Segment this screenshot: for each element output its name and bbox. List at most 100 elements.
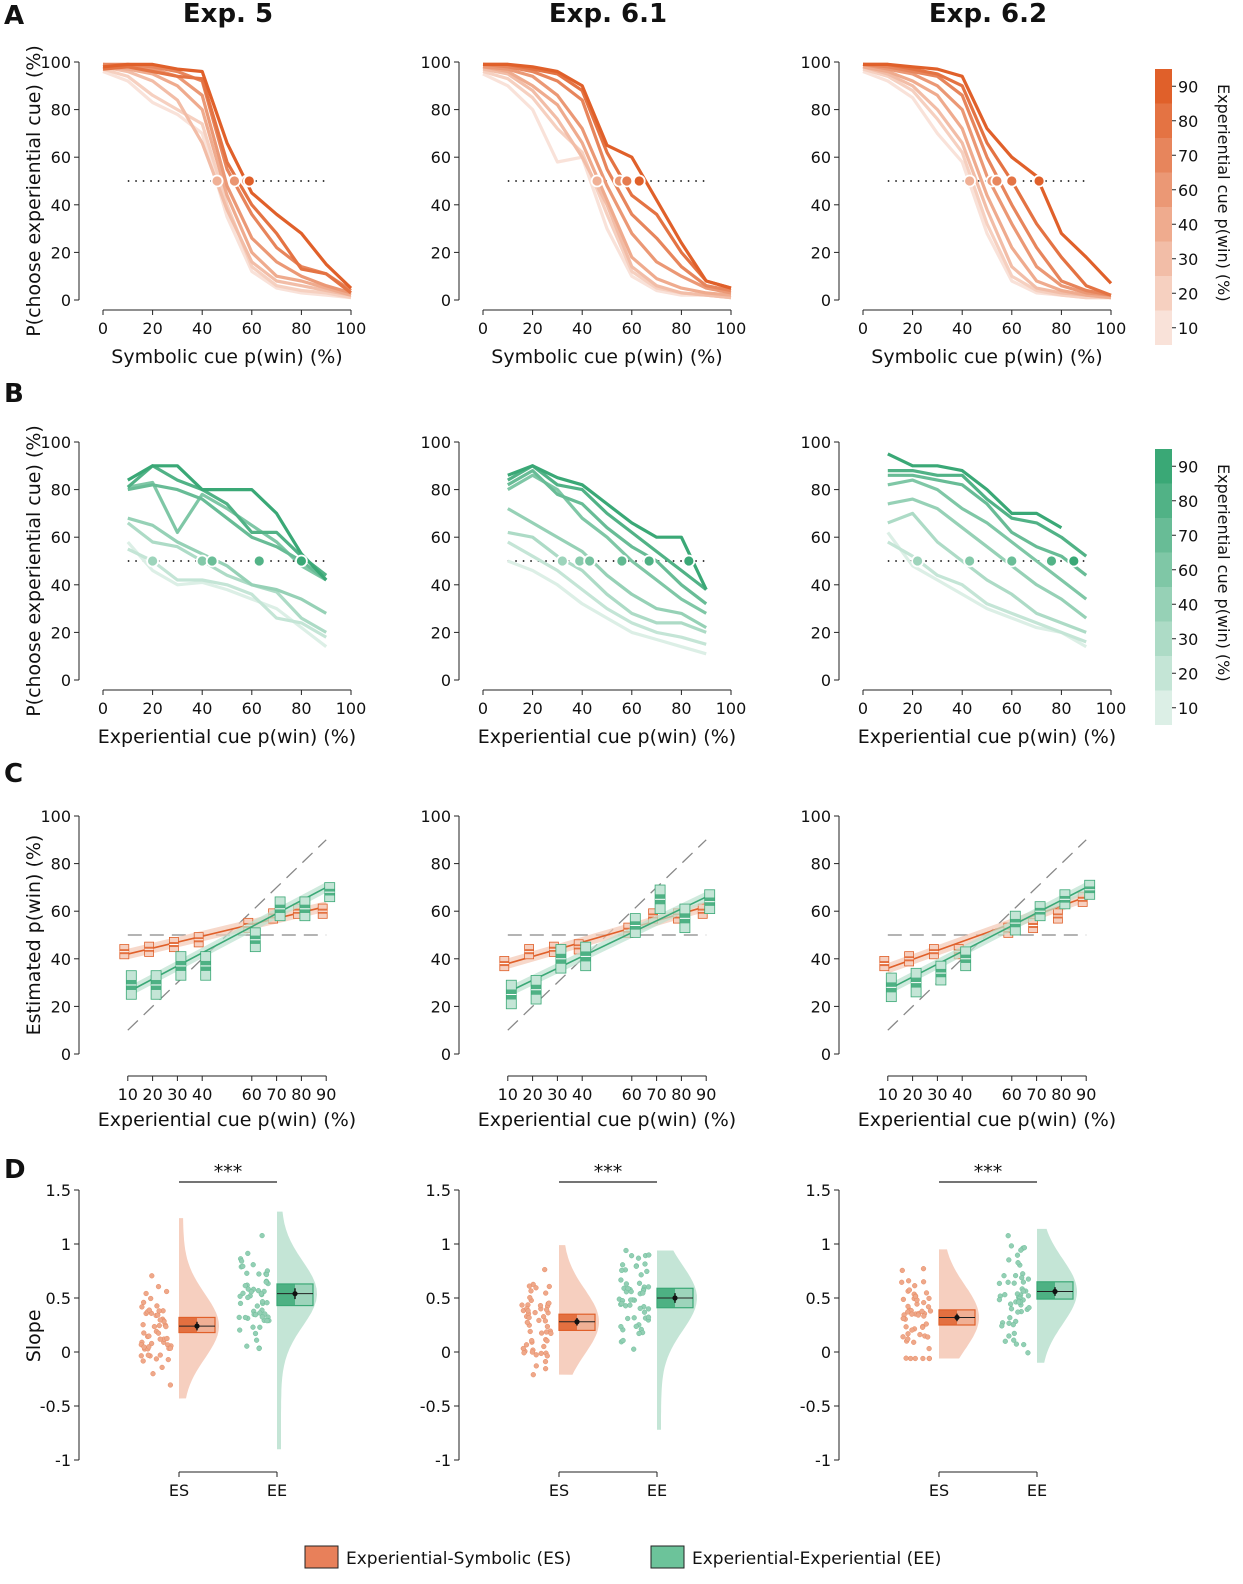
series-line-60 [887,478,1088,601]
es-data-point [923,1290,930,1296]
series-line-70 [507,469,708,606]
es-data-point [907,1355,914,1362]
x-tick-label: 80 [671,319,691,338]
series-line-90 [127,464,328,582]
legend-es-swatch [304,1545,339,1569]
y-tick-label: 80 [431,101,451,120]
ee-data-point [628,1297,634,1303]
es-density [939,1249,979,1359]
colorbar-label: 80 [1178,492,1198,511]
indifference-point [294,554,308,568]
x-tick-label: 100 [336,319,367,338]
colorbar-cell-40 [1155,587,1172,622]
x-tick-label: 10 [878,1085,898,1104]
ee-data-point [1012,1272,1019,1279]
indifference-point [1045,554,1058,568]
es-data-point [141,1344,147,1350]
series-line-20 [507,540,707,646]
colorbar-cell-90 [1155,69,1172,104]
ee-data-point [1006,1257,1012,1263]
ee-data-point [1021,1245,1028,1251]
y-tick-label: 80 [51,855,71,874]
y-tick-label: 100 [420,53,451,72]
y-tick-label: 20 [51,243,71,262]
x-tick-label: 80 [1051,699,1071,718]
ee-data-point [1015,1309,1021,1315]
es-data-point [926,1295,932,1302]
colorbar-label: 70 [1178,146,1198,165]
x-tick-label: 80 [671,1085,691,1104]
x-tick-label: 40 [952,1085,972,1104]
es-data-point [167,1345,174,1351]
es-data-point [165,1356,171,1363]
y-tick-label: 1 [821,1235,831,1254]
y-tick-label: 80 [811,855,831,874]
ee-data-point [256,1271,262,1277]
es-data-point [544,1323,551,1330]
panel-letter-c: C [4,759,23,789]
ee-data-point [645,1314,652,1320]
y-tick-label: 80 [51,481,71,500]
y-tick-label: 20 [431,243,451,262]
series-line-40 [102,65,352,297]
y-tick-label: 0.5 [426,1289,451,1308]
es-data-point [543,1307,550,1313]
plot-d-3: -1 -0.5 0 0.5 1 1.5 ES EE *** [800,1161,1077,1500]
colorbar-cell-80 [1155,103,1172,138]
indifference-point [632,174,646,188]
ee-data-point [1007,1301,1014,1307]
indifference-point [242,174,256,188]
es-data-point [900,1334,906,1340]
ee-box-fill [277,1283,295,1306]
ee-data-point [1013,1341,1020,1347]
es-density [179,1218,219,1399]
ee-data-point [1019,1275,1025,1281]
x-tick-label: 20 [522,699,542,718]
ee-data-point [1011,1330,1017,1337]
ee-data-point [1011,1280,1017,1286]
y-tick-label: 100 [40,53,71,72]
x-tick-label: 80 [671,699,691,718]
ee-data-point [252,1330,259,1337]
ee-data-point [256,1345,262,1352]
ee-data-point [263,1279,269,1285]
x-tick-label: EE [267,1481,287,1500]
colorbar-cell-60 [1155,552,1172,587]
x-tick-label: 20 [142,319,162,338]
ee-data-point [259,1299,266,1305]
ee-data-point [237,1327,243,1333]
colorbar-cell-30 [1155,621,1172,656]
ee-data-point [623,1281,630,1287]
colorbar-label: 40 [1178,595,1198,614]
colorbar-label: 90 [1178,77,1198,96]
indifference-point [990,174,1004,188]
significance-label: *** [214,1161,243,1183]
y-tick-label: -0.5 [420,1397,451,1416]
x-tick-label: 40 [192,319,212,338]
y-tick-label: 40 [431,196,451,215]
ee-data-point [1025,1293,1032,1299]
ee-data-point [1011,1337,1017,1343]
y-tick-label: 100 [800,807,831,826]
y-axis-title: Estimated p(win) (%) [23,835,45,1036]
x-tick-label: 70 [266,1085,286,1104]
ee-data-point [1008,1306,1015,1312]
x-axis-title: Symbolic cue p(win) (%) [111,346,342,368]
es-data-point [543,1290,549,1296]
ee-data-point [1018,1247,1024,1253]
x-tick-label: 20 [902,1085,922,1104]
es-data-point [525,1308,531,1314]
indifference-point [963,174,977,188]
ee-data-point [259,1314,265,1320]
ee-data-point [638,1272,644,1278]
series-line-20 [102,67,352,300]
es-data-point [900,1315,906,1322]
plot-d-1: -1 -0.5 0 0.5 1 1.5 Slope ES EE *** [23,1161,317,1500]
row-a-psychometric-symbolic: 0 20 40 60 80 100 0 20 40 60 80 100 Symbolic cue p(w… [23,45,1126,368]
x-tick-label: EE [647,1481,667,1500]
es-data-point [905,1303,911,1310]
es-data-point [164,1288,170,1295]
y-tick-label: 1.5 [806,1181,831,1200]
y-tick-label: 20 [811,623,831,642]
